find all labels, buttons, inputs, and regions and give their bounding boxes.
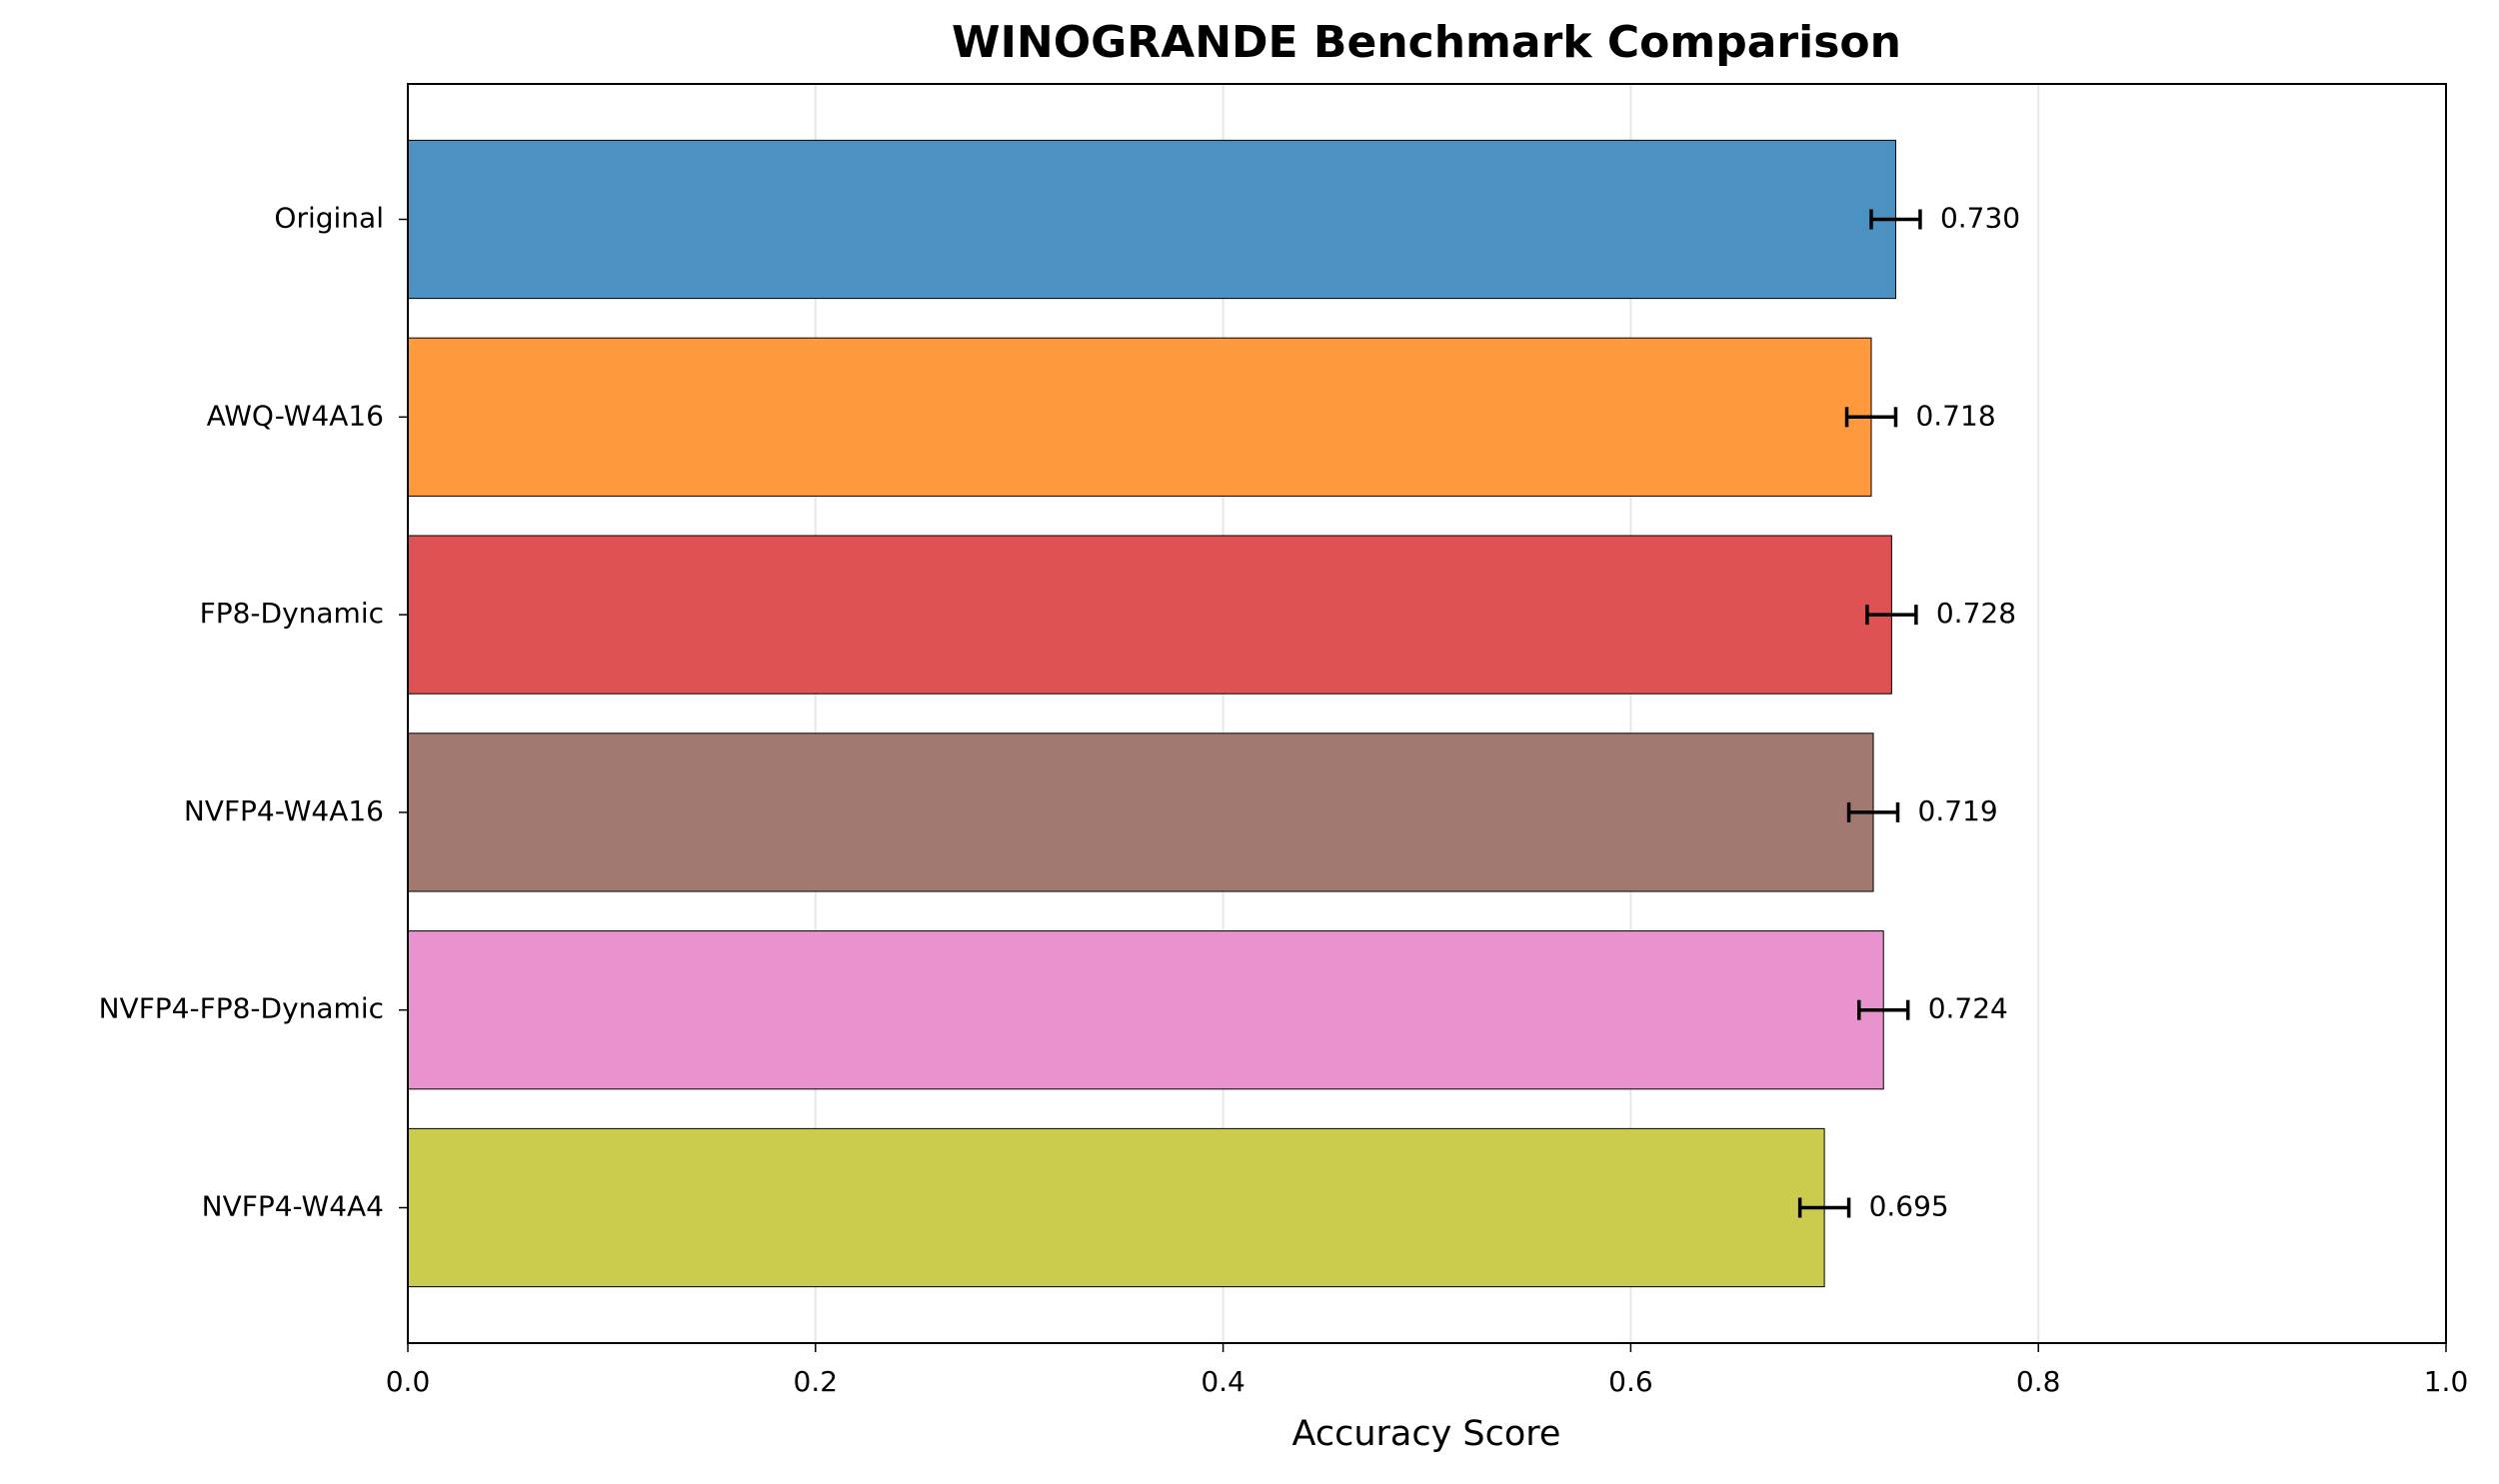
x-tick-label: 0.8	[2016, 1365, 2061, 1398]
chart-title: WINOGRANDE Benchmark Comparison	[952, 17, 1901, 68]
y-tick-label: AWQ-W4A16	[207, 399, 384, 432]
x-tick-label: 0.6	[1608, 1365, 1653, 1398]
bar	[407, 139, 1896, 300]
value-label: 0.695	[1869, 1190, 1949, 1223]
value-label: 0.724	[1928, 992, 2008, 1025]
y-tick-label: NVFP4-FP8-Dynamic	[99, 992, 384, 1025]
y-tick-label: FP8-Dynamic	[200, 597, 384, 630]
value-label: 0.730	[1940, 201, 2020, 234]
y-tick-label: NVFP4-W4A4	[202, 1190, 384, 1223]
y-tick-label: Original	[274, 201, 384, 234]
y-tick-label: NVFP4-W4A16	[184, 794, 384, 827]
bar	[407, 535, 1892, 695]
value-label: 0.719	[1918, 794, 1998, 827]
value-label: 0.728	[1936, 597, 2016, 630]
x-tick-label: 0.2	[794, 1365, 839, 1398]
x-tick-label: 1.0	[2424, 1365, 2469, 1398]
x-tick-label: 0.0	[386, 1365, 431, 1398]
bar	[407, 733, 1874, 892]
bar	[407, 1127, 1825, 1288]
bar	[407, 930, 1884, 1090]
plot-frame	[407, 83, 2447, 1344]
x-tick-label: 0.4	[1201, 1365, 1246, 1398]
value-label: 0.718	[1915, 399, 1995, 432]
x-axis-label: Accuracy Score	[1292, 1414, 1561, 1454]
bar	[407, 337, 1872, 497]
